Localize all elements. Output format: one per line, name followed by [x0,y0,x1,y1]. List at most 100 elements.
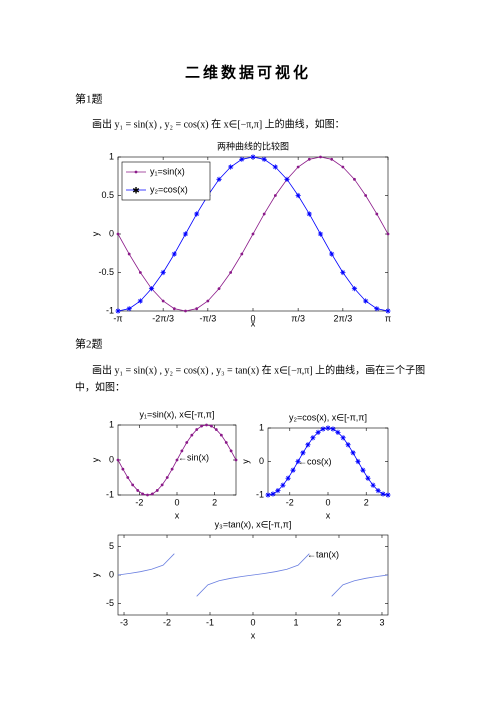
x-tick-label: -1 [206,617,214,627]
point [295,192,301,199]
section-heading: 第2题 [75,337,103,351]
point [229,271,233,274]
x-axis-label: x [251,630,256,640]
point [329,251,335,257]
point [185,441,189,444]
point [175,458,179,462]
point [172,307,176,311]
point [330,426,336,432]
point [270,491,276,497]
point [265,492,271,498]
x-tick-label: 2 [336,617,341,627]
point [141,492,145,496]
y-tick-label: -0.5 [98,267,114,277]
point [216,176,222,182]
point [195,428,199,431]
x-axis-label: x [326,510,331,520]
y-tick-label: 1 [109,419,114,429]
point [127,252,131,256]
point [146,493,149,497]
point [375,212,379,216]
x-tick-label: 0 [174,497,179,507]
point [205,423,208,427]
point [250,154,256,160]
point [380,491,386,497]
point [307,157,311,161]
point [115,308,121,314]
y-tick-label: 0 [109,569,114,579]
point [325,425,331,431]
paragraph: 中，如图： [75,380,125,393]
point [228,164,234,170]
legend-box [121,161,211,201]
point [365,475,371,481]
annotation: ←cos(x) [298,456,332,466]
point [340,435,346,441]
point [251,232,255,236]
point [360,467,366,473]
point [386,232,390,236]
point [341,165,345,169]
point [370,482,376,488]
x-tick-label: 0 [325,497,330,507]
point [180,449,184,453]
y-tick-label: 5 [109,541,114,551]
point [330,157,334,161]
y-tick-label: -1 [106,489,114,499]
paragraph: 画出 y₁ = sin(x) , y₂ = cos(x) , y₃ = tan(… [92,363,425,376]
point [364,194,368,197]
series-line [117,553,389,597]
point [374,306,380,312]
point [305,442,311,448]
point [234,458,238,462]
point [160,483,164,487]
point [350,450,356,456]
chart-title: y₃=tan(x), x∈[-π,π] [215,519,292,529]
point [116,232,120,236]
point [355,458,361,465]
point [137,298,143,304]
x-tick-label: -2π/3 [152,313,174,323]
point [272,164,278,170]
point [136,489,140,492]
point [290,467,296,473]
doc-title: 二维数据可视化 [185,64,311,82]
x-tick-label: 0 [250,313,255,323]
point [116,458,120,462]
point [261,156,267,162]
point [131,483,135,487]
x-tick-label: -2 [163,617,171,627]
point [273,194,277,197]
x-tick-label: -π [113,313,122,323]
point [317,231,324,237]
x-tick-label: -2 [286,497,294,507]
x-tick-label: π [385,313,391,323]
point [353,177,356,181]
x-tick-label: -π/3 [199,313,216,323]
y-tick-label: 0 [109,228,114,238]
point [351,286,358,292]
x-tick-label: 1 [293,617,298,627]
point [126,476,130,479]
point [161,299,165,303]
point [182,231,189,237]
legend-marker: ✱ [132,185,140,195]
point [190,433,194,437]
paragraph: 画出 y₁ = sin(x) , y₂ = cos(x) 在 x∈[−π,π] … [92,117,345,130]
point [385,308,391,314]
point [214,428,218,431]
point [165,476,169,479]
point [319,155,322,159]
point [206,299,210,303]
x-tick-label: 0 [250,617,255,627]
point [262,212,266,216]
chart-title: 两种曲线的比较图 [217,140,289,151]
point [320,426,326,432]
x-tick-label: π/3 [291,313,305,323]
point [340,269,346,276]
point [375,488,381,494]
point [200,424,204,428]
point [240,252,244,256]
x-tick-label: -2 [135,497,143,507]
